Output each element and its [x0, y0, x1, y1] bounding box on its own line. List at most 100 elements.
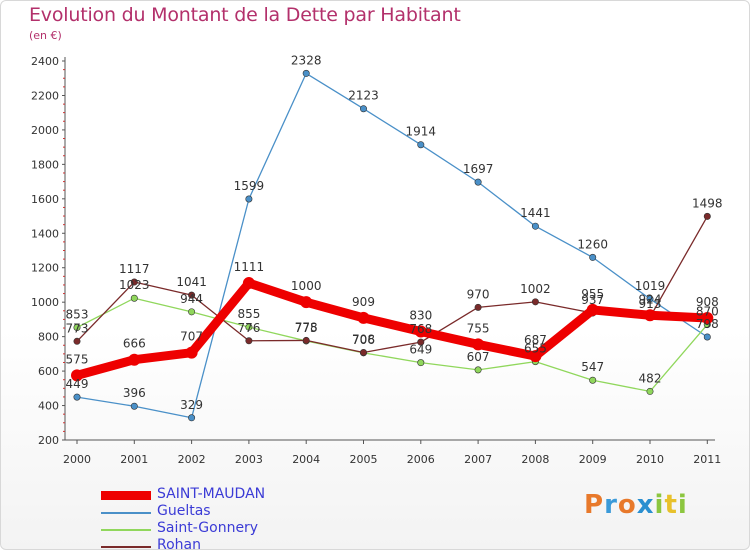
data-point — [357, 311, 370, 324]
data-point — [472, 338, 485, 351]
legend-swatch — [101, 491, 151, 500]
data-label: 855 — [237, 307, 260, 321]
data-point — [300, 296, 313, 309]
logo-letter: r — [604, 490, 618, 520]
y-tick-label: 800 — [38, 331, 59, 344]
logo-letter: P — [584, 490, 605, 520]
data-label: 775 — [295, 321, 318, 335]
data-label: 1914 — [406, 125, 437, 139]
data-label: 937 — [581, 293, 604, 307]
data-label: 655 — [524, 342, 547, 356]
legend-label: Rohan — [157, 537, 201, 550]
data-point — [130, 278, 138, 286]
x-tick-label: 2007 — [464, 453, 492, 466]
logo-letter: o — [617, 490, 637, 520]
data-point — [359, 348, 367, 356]
data-label: 913 — [639, 297, 662, 311]
data-point — [701, 312, 714, 325]
legend-label: Saint-Gonnery — [157, 520, 259, 536]
data-label: 924 — [639, 292, 662, 306]
data-point — [73, 337, 81, 345]
data-point — [529, 350, 542, 363]
data-label: 755 — [467, 321, 490, 335]
data-label: 649 — [409, 343, 432, 357]
data-label: 1117 — [119, 262, 150, 276]
data-label: 396 — [123, 386, 146, 400]
data-label: 1002 — [520, 282, 551, 296]
x-tick-label: 2003 — [235, 453, 263, 466]
data-label: 607 — [467, 350, 490, 364]
y-tick-label: 2200 — [31, 89, 59, 102]
data-point — [128, 353, 141, 366]
x-tick-label: 2004 — [292, 453, 320, 466]
data-label: 687 — [524, 333, 547, 347]
proxiti-logo: Proxiti — [584, 490, 688, 520]
series-line-rohan — [76, 215, 708, 354]
data-label: 909 — [352, 295, 375, 309]
x-tick-label: 2010 — [636, 453, 664, 466]
logo-letter: i — [677, 490, 688, 520]
data-label: 329 — [180, 398, 203, 412]
data-label: 1697 — [463, 162, 494, 176]
chart-title: Evolution du Montant de la Dette par Hab… — [29, 4, 461, 26]
legend-item: SAINT-MAUDAN — [101, 486, 401, 504]
data-point — [242, 277, 255, 290]
chart-axes: 200 400 600 800 1000 1200 1400 1600 1800 2000 2200… — [31, 55, 721, 466]
data-point — [188, 308, 196, 316]
data-label: 547 — [581, 360, 604, 374]
data-label: 1498 — [692, 196, 723, 210]
legend-item: Rohan — [101, 537, 401, 550]
data-label: 1019 — [635, 279, 666, 293]
legend-item: Saint-Gonnery — [101, 520, 401, 538]
data-label: 955 — [581, 287, 604, 301]
data-point — [703, 333, 711, 341]
data-labels-layer: 449 396 329 1599 2328 2123 1914 1697 1441 1260 101… — [66, 53, 723, 411]
chart-unit-label: (en €) — [29, 29, 62, 42]
data-point — [531, 298, 539, 306]
data-label: 575 — [66, 352, 89, 366]
x-tick-label: 2006 — [407, 453, 435, 466]
data-label: 1000 — [291, 279, 322, 293]
data-label: 1041 — [176, 275, 207, 289]
legend-label: Gueltas — [157, 503, 211, 519]
data-point — [703, 212, 711, 220]
x-tick-label: 2000 — [63, 453, 91, 466]
x-tick-label: 2002 — [178, 453, 206, 466]
x-tick-label: 2005 — [350, 453, 378, 466]
data-label: 768 — [409, 322, 432, 336]
data-point — [245, 337, 253, 345]
chart-legend: SAINT-MAUDAN Gueltas Saint-Gonnery Rohan — [101, 486, 401, 550]
data-point — [417, 338, 425, 346]
data-point — [73, 393, 81, 401]
data-point — [474, 366, 482, 374]
data-label: 2123 — [348, 89, 379, 103]
data-label: 778 — [295, 320, 318, 334]
x-tick-label: 2008 — [521, 453, 549, 466]
data-point — [130, 402, 138, 410]
y-tick-label: 200 — [38, 434, 59, 447]
data-point — [586, 303, 599, 316]
data-label: 666 — [123, 337, 146, 351]
data-label: 1260 — [577, 237, 608, 251]
data-point — [130, 294, 138, 302]
data-label: 1111 — [234, 260, 265, 274]
data-label: 1023 — [119, 278, 150, 292]
x-tick-label: 2001 — [120, 453, 148, 466]
data-point — [589, 253, 597, 261]
y-tick-label: 600 — [38, 365, 59, 378]
legend-swatch — [101, 512, 151, 514]
y-tick-label: 2400 — [31, 55, 59, 68]
logo-letter: x — [636, 490, 655, 520]
x-tick-label: 2009 — [579, 453, 607, 466]
data-label: 707 — [180, 330, 203, 344]
series-line-saint-maudan — [72, 278, 712, 380]
data-point — [417, 359, 425, 367]
legend-swatch — [101, 529, 151, 531]
data-point — [414, 325, 427, 338]
data-label: 776 — [237, 321, 260, 335]
y-tick-label: 1400 — [31, 227, 59, 240]
data-label: 944 — [180, 292, 203, 306]
y-tick-label: 1200 — [31, 262, 59, 275]
data-label: 1441 — [520, 206, 551, 220]
data-point — [188, 414, 196, 422]
